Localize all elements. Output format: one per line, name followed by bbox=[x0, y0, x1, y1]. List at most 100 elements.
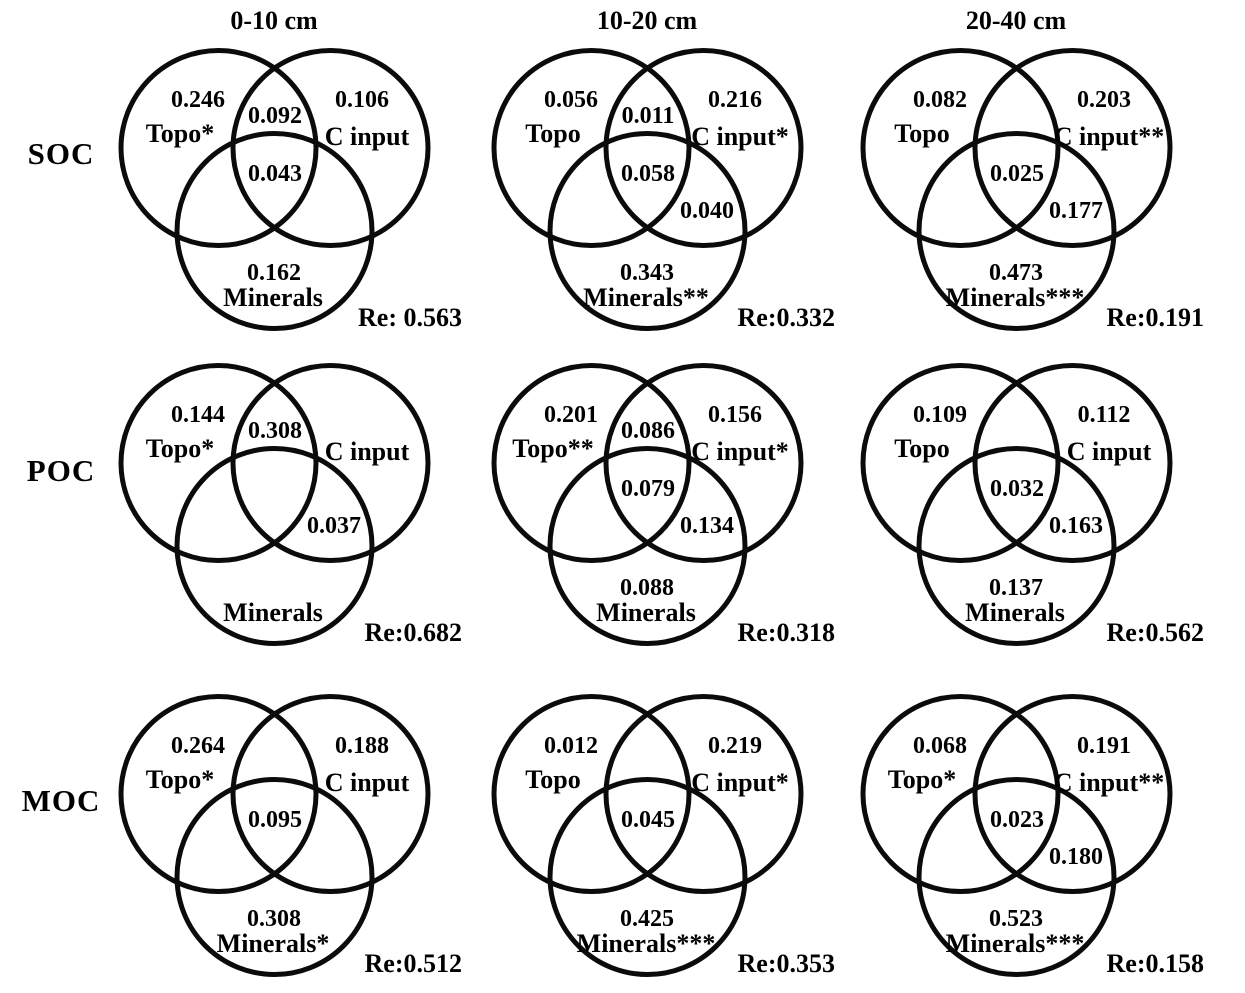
c-input-label: C input bbox=[324, 768, 410, 797]
minerals-label: Minerals*** bbox=[945, 929, 1085, 958]
minerals-circle bbox=[547, 777, 748, 977]
topo-label: Topo* bbox=[145, 119, 215, 148]
residual-value: Re:0.191 bbox=[1106, 303, 1204, 332]
venn-diagram: 0.056 Topo 0.011 0.216 C input* 0.058 0.… bbox=[437, 46, 857, 336]
c-input-label: C input* bbox=[691, 437, 789, 466]
topo-circle bbox=[860, 694, 1061, 894]
minerals-value: 0.088 bbox=[620, 575, 674, 601]
c-input-circle bbox=[230, 363, 431, 563]
topo-value: 0.144 bbox=[171, 402, 225, 428]
topo-circle bbox=[860, 363, 1061, 563]
c-input-label: C input bbox=[1066, 437, 1152, 466]
column-title-10-20: 10-20 cm bbox=[596, 6, 698, 35]
cinput-minerals-value: 0.177 bbox=[1049, 198, 1103, 224]
topo-cinput-value: 0.092 bbox=[248, 103, 302, 129]
center-value: 0.043 bbox=[248, 161, 302, 187]
c-input-value: 0.112 bbox=[1077, 402, 1131, 428]
minerals-value: 0.137 bbox=[989, 575, 1043, 601]
venn-panel-soc-0-10: 0-10 cm 0.246 Topo* 0.092 0.106 C input … bbox=[64, 0, 484, 332]
venn-panel-moc-0-10: 0.264 Topo* 0.188 C input 0.095 0.308 Mi… bbox=[64, 662, 484, 993]
center-value: 0.032 bbox=[990, 476, 1044, 502]
venn-diagram: 0.246 Topo* 0.092 0.106 C input 0.043 0.… bbox=[64, 46, 484, 336]
c-input-label: C input bbox=[324, 122, 410, 151]
minerals-label: Minerals bbox=[223, 598, 323, 627]
minerals-label: Minerals* bbox=[216, 929, 330, 958]
topo-label: Topo** bbox=[512, 434, 594, 463]
topo-circle bbox=[491, 694, 692, 894]
c-input-value: 0.216 bbox=[708, 87, 762, 113]
minerals-label: Minerals*** bbox=[945, 283, 1085, 312]
topo-circle bbox=[118, 363, 319, 563]
venn-panel-moc-10-20: 0.012 Topo 0.219 C input* 0.045 0.425 Mi… bbox=[437, 662, 857, 993]
venn-diagram: 0.264 Topo* 0.188 C input 0.095 0.308 Mi… bbox=[64, 692, 484, 982]
minerals-circle bbox=[916, 446, 1117, 646]
c-input-label: C input** bbox=[1053, 122, 1165, 151]
topo-label: Topo bbox=[894, 119, 950, 148]
venn-diagram: 0.201 Topo** 0.086 0.156 C input* 0.079 … bbox=[437, 361, 857, 651]
minerals-circle bbox=[174, 131, 375, 331]
cinput-minerals-value: 0.134 bbox=[680, 513, 734, 539]
venn-diagram: 0.109 Topo 0.112 C input 0.032 0.163 0.1… bbox=[806, 361, 1226, 651]
topo-value: 0.068 bbox=[913, 733, 967, 759]
venn-panel-moc-20-40: 0.068 Topo* 0.191 C input** 0.023 0.180 … bbox=[806, 662, 1226, 993]
column-title-20-40: 20-40 cm bbox=[965, 6, 1067, 35]
minerals-value: 0.523 bbox=[989, 906, 1043, 932]
venn-circles bbox=[491, 363, 804, 646]
topo-label: Topo bbox=[525, 119, 581, 148]
minerals-circle bbox=[174, 777, 375, 977]
residual-value: Re:0.512 bbox=[364, 949, 462, 978]
minerals-value: 0.343 bbox=[620, 260, 674, 286]
cinput-minerals-value: 0.037 bbox=[307, 513, 361, 539]
topo-circle bbox=[860, 48, 1061, 248]
venn-circles bbox=[491, 48, 804, 331]
c-input-value: 0.191 bbox=[1077, 733, 1131, 759]
venn-panel-poc-0-10: 0.144 Topo* 0.308 C input 0.037 Minerals… bbox=[64, 331, 484, 662]
center-value: 0.095 bbox=[248, 807, 302, 833]
c-input-circle bbox=[972, 694, 1173, 894]
topo-circle bbox=[491, 48, 692, 248]
residual-value: Re:0.318 bbox=[737, 618, 835, 647]
c-input-circle bbox=[972, 48, 1173, 248]
column-title-0-10: 0-10 cm bbox=[230, 6, 318, 35]
c-input-label: C input* bbox=[691, 122, 789, 151]
venn-circles bbox=[860, 694, 1173, 977]
topo-circle bbox=[491, 363, 692, 563]
cinput-minerals-value: 0.163 bbox=[1049, 513, 1103, 539]
c-input-circle bbox=[603, 48, 804, 248]
cinput-minerals-value: 0.180 bbox=[1049, 844, 1103, 870]
venn-circles bbox=[491, 694, 804, 977]
venn-panel-soc-10-20: 10-20 cm 0.056 Topo 0.011 0.216 C input*… bbox=[437, 0, 857, 332]
c-input-circle bbox=[603, 694, 804, 894]
minerals-label: Minerals** bbox=[583, 283, 709, 312]
topo-value: 0.201 bbox=[544, 402, 598, 428]
c-input-label: C input** bbox=[1053, 768, 1165, 797]
row-label-poc: POC bbox=[26, 453, 96, 488]
venn-circles bbox=[860, 48, 1173, 331]
topo-label: Topo bbox=[894, 434, 950, 463]
c-input-label: C input* bbox=[691, 768, 789, 797]
row-label-soc: SOC bbox=[27, 136, 95, 171]
topo-value: 0.246 bbox=[171, 87, 225, 113]
c-input-value: 0.106 bbox=[335, 87, 389, 113]
c-input-label: C input bbox=[324, 437, 410, 466]
topo-circle bbox=[118, 48, 319, 248]
minerals-label: Minerals*** bbox=[576, 929, 716, 958]
c-input-circle bbox=[230, 694, 431, 894]
topo-value: 0.109 bbox=[913, 402, 967, 428]
residual-value: Re:0.332 bbox=[737, 303, 835, 332]
row-label-moc: MOC bbox=[21, 783, 101, 818]
venn-panel-poc-10-20: 0.201 Topo** 0.086 0.156 C input* 0.079 … bbox=[437, 331, 857, 662]
residual-value: Re:0.353 bbox=[737, 949, 835, 978]
topo-label: Topo* bbox=[145, 434, 215, 463]
minerals-value: 0.308 bbox=[247, 906, 301, 932]
c-input-circle bbox=[972, 363, 1173, 563]
center-value: 0.079 bbox=[621, 476, 675, 502]
venn-panel-soc-20-40: 20-40 cm 0.082 Topo 0.203 C input** 0.02… bbox=[806, 0, 1226, 332]
venn-panel-poc-20-40: 0.109 Topo 0.112 C input 0.032 0.163 0.1… bbox=[806, 331, 1226, 662]
minerals-label: Minerals bbox=[223, 283, 323, 312]
minerals-value: 0.473 bbox=[989, 260, 1043, 286]
topo-label: Topo bbox=[525, 765, 581, 794]
minerals-circle bbox=[547, 131, 748, 331]
c-input-circle bbox=[603, 363, 804, 563]
topo-label: Topo* bbox=[887, 765, 957, 794]
